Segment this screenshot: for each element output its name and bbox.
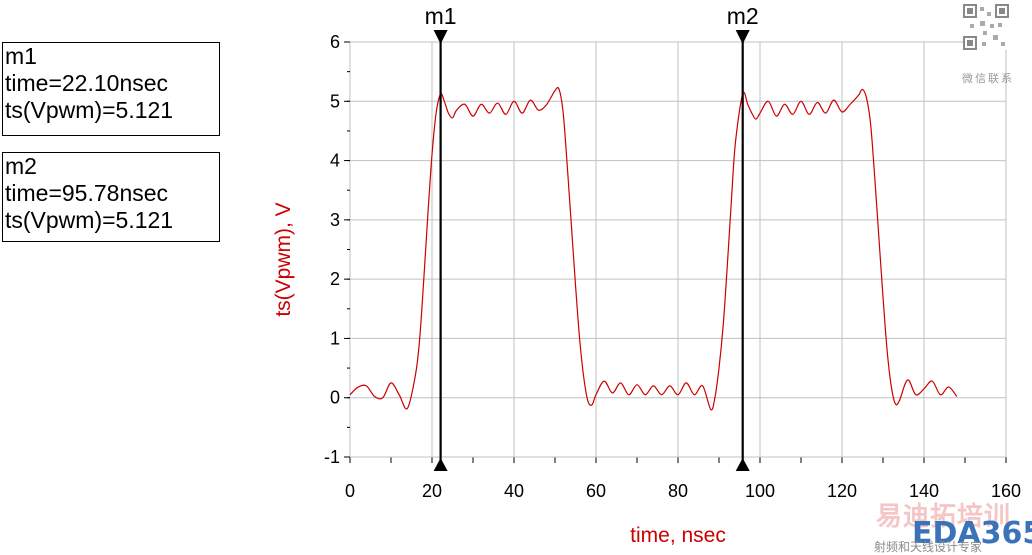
marker-name: m1 <box>5 43 37 69</box>
y-tick-label: 4 <box>330 151 340 171</box>
x-tick-label: 160 <box>991 481 1021 501</box>
qr-caption: 微信联系 <box>962 72 1014 85</box>
marker-time: time=22.10nsec <box>5 70 169 96</box>
y-tick-label: -1 <box>324 447 340 467</box>
watermark-subtitle: 射频和天线设计专家 <box>874 540 983 554</box>
y-tick-label: 3 <box>330 210 340 230</box>
marker-label-m2: m2 <box>727 3 759 29</box>
marker-bottom-triangle-m1 <box>433 458 448 471</box>
marker-name: m2 <box>5 153 37 179</box>
y-tick-label: 0 <box>330 388 340 408</box>
marker-readout-m2: m2 time=95.78nsec ts(Vpwm)=5.121 <box>2 152 220 242</box>
x-tick-label: 80 <box>668 481 688 501</box>
marker-value: ts(Vpwm)=5.121 <box>5 207 174 233</box>
x-tick-label: 120 <box>827 481 857 501</box>
y-tick-label: 6 <box>330 32 340 52</box>
x-tick-label: 100 <box>745 481 775 501</box>
marker-top-triangle-m2 <box>735 30 750 44</box>
x-tick-label: 20 <box>422 481 442 501</box>
watermark-brand-en: EDA365 <box>912 516 1032 551</box>
y-tick-label: 5 <box>330 91 340 111</box>
marker-time: time=95.78nsec <box>5 180 169 206</box>
y-tick-label: 2 <box>330 269 340 289</box>
y-axis-label: ts(Vpwm), V <box>272 202 295 316</box>
x-tick-label: 40 <box>504 481 524 501</box>
x-tick-label: 0 <box>345 481 355 501</box>
x-tick-label: 60 <box>586 481 606 501</box>
y-tick-label: 1 <box>330 328 340 348</box>
marker-top-triangle-m1 <box>433 30 448 44</box>
watermark-brand-cn: 易迪拓培训 <box>876 502 1012 532</box>
marker-readout-m1: m1 time=22.10nsec ts(Vpwm)=5.121 <box>2 42 220 136</box>
marker-label-m1: m1 <box>425 3 457 29</box>
x-axis-label: time, nsec <box>630 524 726 547</box>
marker-bottom-triangle-m2 <box>735 458 750 471</box>
marker-value: ts(Vpwm)=5.121 <box>5 97 174 123</box>
series-line <box>349 86 958 411</box>
x-tick-label: 140 <box>909 481 939 501</box>
qr-code-icon <box>963 4 1009 50</box>
